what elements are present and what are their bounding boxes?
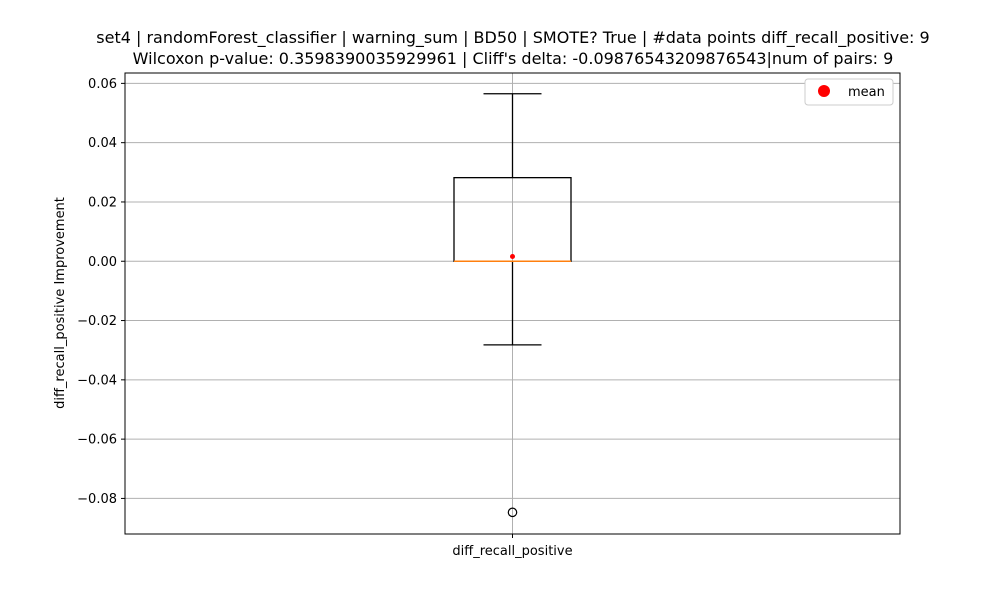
y-tick-label: −0.06 <box>77 433 117 448</box>
y-tick-label: 0.04 <box>88 136 117 151</box>
chart-title-line-1: set4 | randomForest_classifier | warning… <box>96 28 929 48</box>
y-tick-label: 0.06 <box>88 77 117 92</box>
y-tick-label: 0.00 <box>88 255 117 270</box>
y-axis-label: diff_recall_positive Improvement <box>53 197 68 409</box>
axes: −0.08 −0.06 −0.04 −0.02 0.00 0.02 0.04 0.06 diff… <box>77 72 901 559</box>
legend-frame <box>804 78 894 106</box>
chart-title-line-2: Wilcoxon p-value: 0.3598390035929961 | C… <box>133 49 894 68</box>
y-tick-label: 0.02 <box>88 195 117 210</box>
x-tick-label: diff_recall_positive <box>452 544 572 559</box>
legend: mean <box>804 78 894 106</box>
legend-mean-label: mean <box>848 85 885 100</box>
outlier-point <box>507 507 518 518</box>
legend-mean-marker <box>818 85 830 97</box>
y-tick-label: −0.08 <box>77 492 117 507</box>
y-tick-label: −0.04 <box>77 373 117 388</box>
plot-area <box>453 93 572 518</box>
y-tick-label: −0.02 <box>77 314 117 329</box>
mean-marker <box>510 254 515 260</box>
